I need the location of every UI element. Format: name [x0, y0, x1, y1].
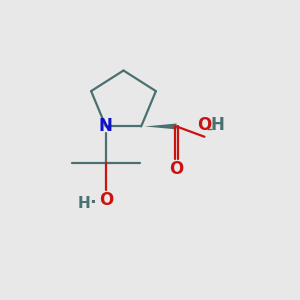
Text: O: O [99, 191, 113, 209]
Text: O: O [169, 160, 184, 178]
Text: N: N [99, 117, 113, 135]
Text: H: H [77, 196, 90, 211]
Text: H: H [211, 116, 225, 134]
Text: O: O [197, 116, 212, 134]
Polygon shape [145, 124, 176, 129]
Text: ·: · [89, 194, 96, 212]
